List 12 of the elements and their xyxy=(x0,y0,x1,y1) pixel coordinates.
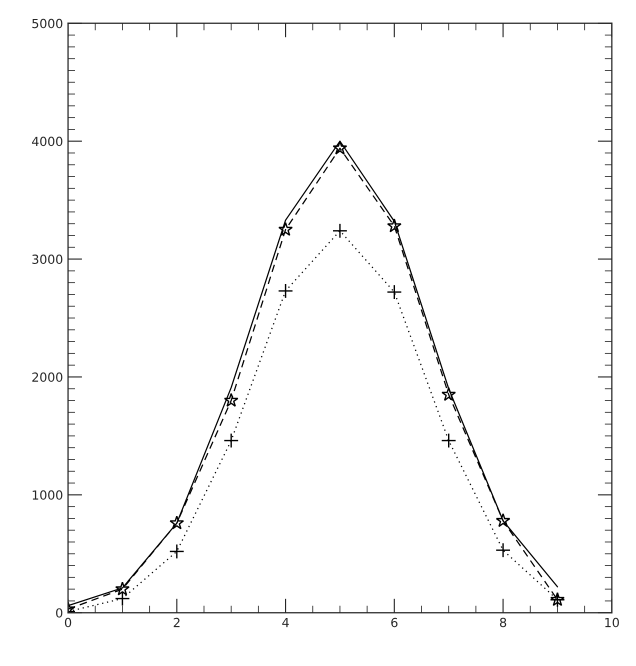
x-tick-label: 6 xyxy=(391,618,398,628)
y-tick-label: 0 xyxy=(56,608,62,618)
y-tick-label: 3000 xyxy=(32,254,62,264)
y-tick-label: 2000 xyxy=(32,372,62,382)
y-tick-label: 4000 xyxy=(32,136,62,146)
y-tick-label: 1000 xyxy=(32,490,62,500)
y-tick-label: 5000 xyxy=(32,18,62,28)
x-tick-label: 10 xyxy=(605,618,619,628)
x-tick-label: 8 xyxy=(500,618,506,628)
x-tick-label: 4 xyxy=(282,618,289,628)
x-tick-label: 0 xyxy=(64,618,72,628)
x-tick-label: 2 xyxy=(174,618,180,628)
